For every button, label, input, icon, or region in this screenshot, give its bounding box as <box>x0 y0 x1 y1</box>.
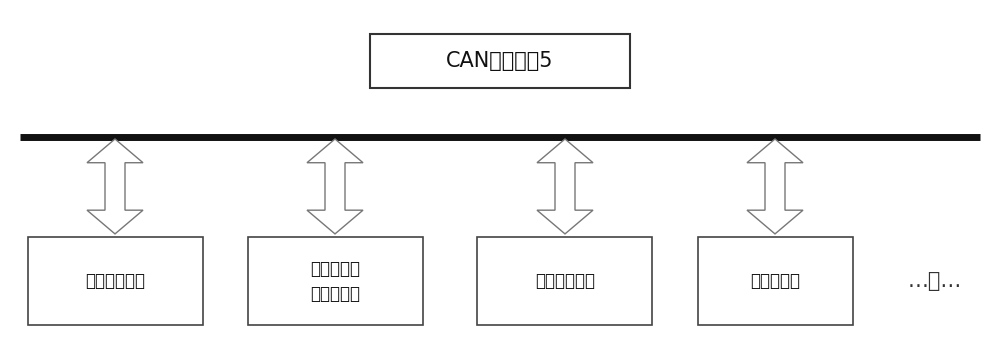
Polygon shape <box>307 139 363 234</box>
Text: 动力蓄电池
管理系统２: 动力蓄电池 管理系统２ <box>310 260 360 303</box>
Polygon shape <box>87 139 143 234</box>
Bar <box>28 237 202 325</box>
Text: 组合仪表４: 组合仪表４ <box>750 272 800 291</box>
Text: 车载充电机１: 车载充电机１ <box>85 272 145 291</box>
Polygon shape <box>537 139 593 234</box>
Text: …　…: … … <box>908 272 962 291</box>
Bar <box>698 237 852 325</box>
Text: CAN能源总线5: CAN能源总线5 <box>446 51 554 71</box>
Text: 整车控制器３: 整车控制器３ <box>535 272 595 291</box>
Polygon shape <box>747 139 803 234</box>
Bar <box>248 237 422 325</box>
Bar <box>370 34 630 88</box>
Bar <box>478 237 652 325</box>
